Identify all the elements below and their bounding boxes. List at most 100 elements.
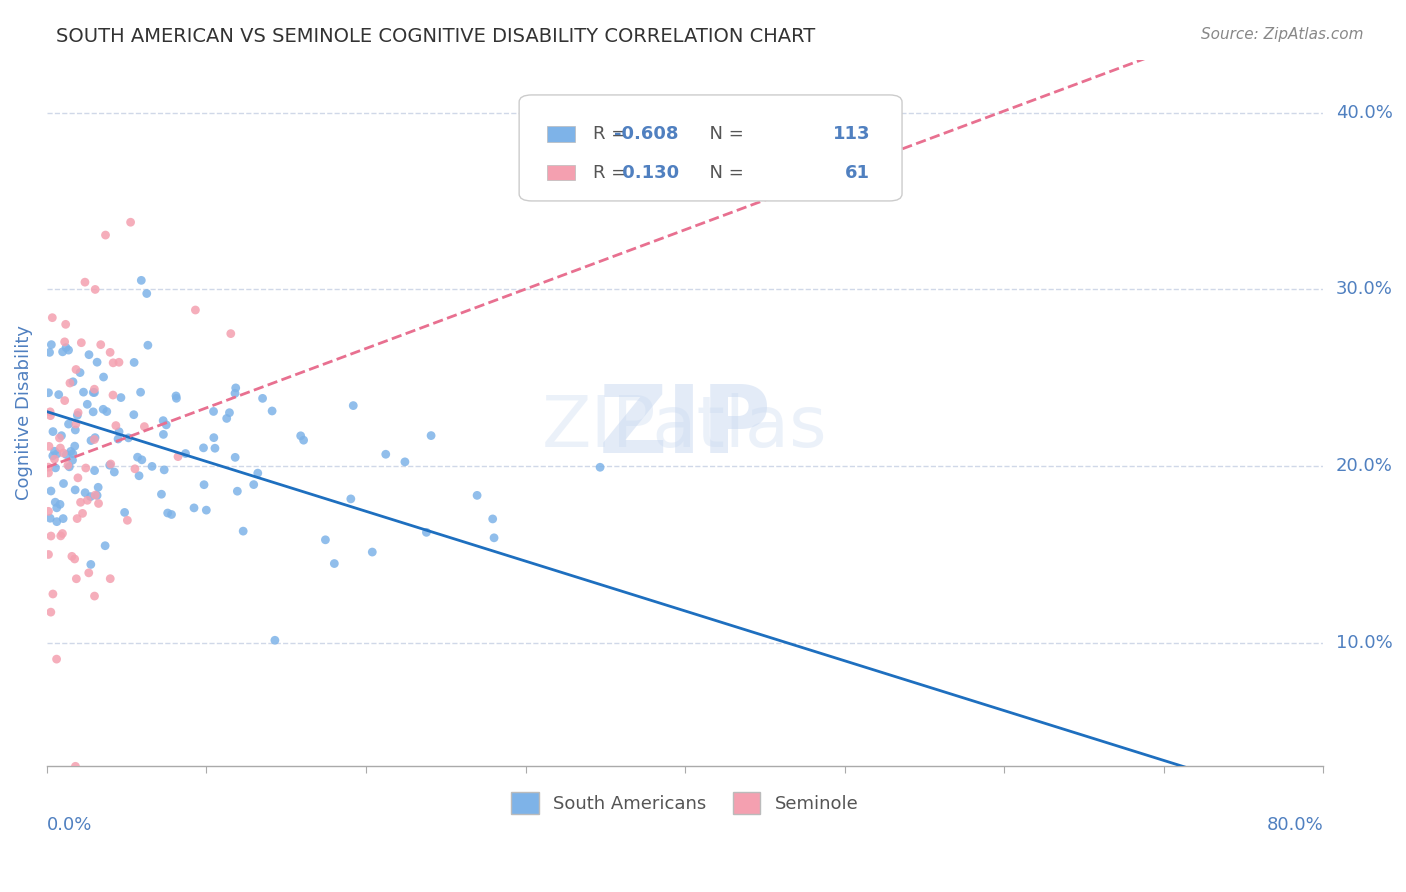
Point	[465, 488, 488, 502]
Point	[80, 434, 103, 448]
Point	[51, 526, 73, 541]
Point	[153, 463, 176, 477]
Point	[77, 566, 100, 580]
Point	[49, 529, 72, 543]
Point	[104, 418, 127, 433]
Point	[63, 439, 86, 453]
Point	[183, 500, 205, 515]
Point	[66, 471, 89, 485]
Point	[374, 447, 396, 461]
Point	[150, 487, 173, 501]
Point	[44, 461, 66, 475]
Text: 10.0%: 10.0%	[1336, 633, 1393, 652]
Point	[86, 488, 108, 502]
Point	[202, 404, 225, 418]
Text: R =: R =	[593, 125, 633, 143]
Point	[70, 335, 93, 350]
Point	[226, 484, 249, 499]
Point	[82, 405, 104, 419]
Point	[56, 458, 79, 473]
Text: R =: R =	[593, 163, 633, 182]
Point	[44, 495, 66, 509]
Point	[117, 431, 139, 445]
FancyBboxPatch shape	[547, 165, 575, 180]
Point	[218, 406, 240, 420]
Point	[37, 504, 59, 518]
Point	[39, 483, 62, 498]
Point	[79, 490, 101, 504]
Point	[167, 450, 190, 464]
Point	[94, 228, 117, 243]
Point	[52, 476, 75, 491]
Point	[83, 589, 105, 603]
Point	[290, 429, 312, 443]
Point	[45, 500, 67, 515]
Point	[264, 633, 287, 648]
Point	[117, 513, 139, 527]
Point	[52, 511, 75, 525]
Point	[224, 386, 246, 401]
Point	[87, 496, 110, 510]
Point	[120, 215, 142, 229]
Point	[44, 452, 66, 467]
Point	[394, 455, 416, 469]
Text: 40.0%: 40.0%	[1336, 103, 1393, 121]
Point	[219, 326, 242, 341]
Text: ZIPatlas: ZIPatlas	[543, 392, 828, 461]
Point	[193, 441, 215, 455]
Point	[42, 425, 65, 439]
Point	[62, 375, 84, 389]
Point	[44, 444, 66, 458]
Point	[342, 399, 364, 413]
Point	[37, 466, 59, 480]
Point	[314, 533, 336, 547]
Point	[108, 425, 131, 439]
Point	[128, 468, 150, 483]
Text: 61: 61	[845, 163, 870, 182]
Point	[73, 275, 96, 289]
FancyBboxPatch shape	[547, 126, 575, 142]
Point	[101, 388, 124, 402]
Point	[39, 511, 62, 525]
Point	[63, 552, 86, 566]
Point	[75, 461, 97, 475]
Point	[100, 457, 122, 471]
Point	[37, 548, 59, 562]
Point	[41, 337, 63, 351]
Point	[52, 344, 75, 359]
Point	[195, 503, 218, 517]
Point	[94, 539, 117, 553]
Point	[83, 385, 105, 400]
Point	[42, 587, 65, 601]
Point	[225, 381, 247, 395]
Text: ZIP: ZIP	[599, 381, 772, 473]
Point	[174, 446, 197, 460]
Point	[122, 408, 145, 422]
Point	[84, 282, 107, 296]
Point	[156, 506, 179, 520]
Point	[59, 444, 82, 458]
Point	[48, 387, 70, 401]
Point	[141, 459, 163, 474]
Point	[152, 414, 174, 428]
Text: SOUTH AMERICAN VS SEMINOLE COGNITIVE DISABILITY CORRELATION CHART: SOUTH AMERICAN VS SEMINOLE COGNITIVE DIS…	[56, 27, 815, 45]
Point	[65, 759, 87, 773]
Point	[134, 419, 156, 434]
Point	[202, 431, 225, 445]
Point	[39, 605, 62, 619]
Point	[46, 447, 69, 461]
Point	[55, 341, 77, 355]
Point	[252, 392, 274, 406]
Point	[45, 652, 67, 666]
Point	[39, 529, 62, 543]
Point	[84, 488, 107, 502]
Text: 0.0%: 0.0%	[46, 816, 93, 834]
Point	[39, 405, 62, 419]
Point	[262, 404, 284, 418]
Point	[129, 273, 152, 287]
Point	[87, 480, 110, 494]
Text: Source: ZipAtlas.com: Source: ZipAtlas.com	[1201, 27, 1364, 42]
Point	[65, 362, 87, 376]
Point	[38, 345, 60, 359]
Point	[52, 446, 75, 460]
